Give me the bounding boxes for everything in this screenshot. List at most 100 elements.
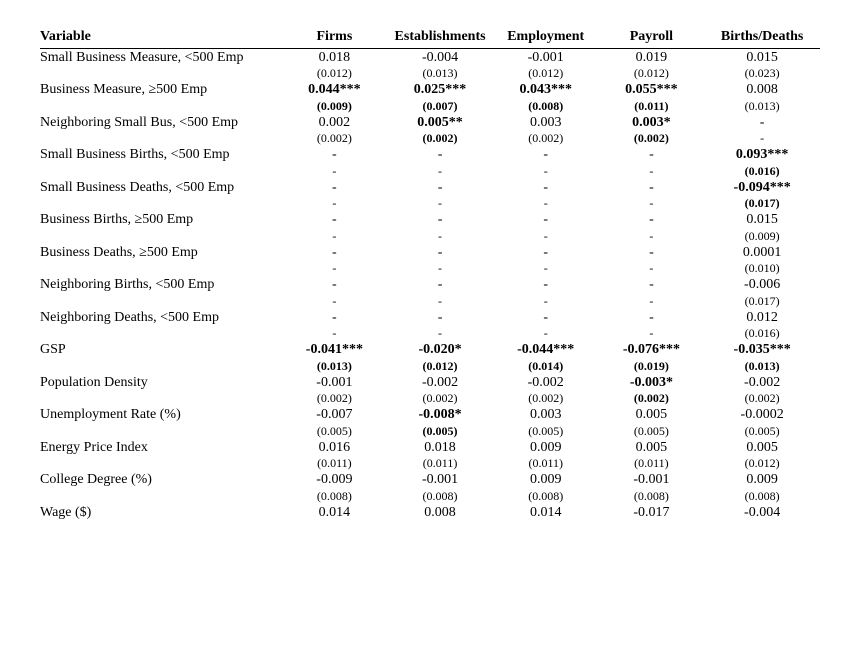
estimate-cell: -0.004 — [387, 48, 493, 66]
stderr-cell: (0.008) — [599, 489, 705, 504]
estimate-cell: - — [493, 309, 599, 327]
estimate-cell: 0.009 — [493, 439, 599, 457]
estimate-cell: 0.016 — [282, 439, 388, 457]
stderr-cell: (0.013) — [704, 99, 820, 114]
table-row-se: (0.002)(0.002)(0.002)(0.002)(0.002) — [40, 391, 820, 406]
variable-label-blank — [40, 99, 282, 114]
stderr-cell: - — [493, 326, 599, 341]
table-row-se: (0.008)(0.008)(0.008)(0.008)(0.008) — [40, 489, 820, 504]
stderr-cell: - — [704, 131, 820, 146]
variable-label-blank — [40, 359, 282, 374]
estimate-cell: - — [282, 179, 388, 197]
stderr-cell: (0.011) — [493, 456, 599, 471]
stderr-cell: (0.012) — [282, 66, 388, 81]
estimate-cell: 0.019 — [599, 48, 705, 66]
variable-label-blank — [40, 391, 282, 406]
table-header-row: Variable Firms Establishments Employment… — [40, 28, 820, 48]
stderr-cell: (0.007) — [387, 99, 493, 114]
regression-table-page: Variable Firms Establishments Employment… — [0, 0, 860, 666]
stderr-cell: (0.017) — [704, 294, 820, 309]
estimate-cell: - — [387, 309, 493, 327]
stderr-cell: (0.014) — [493, 359, 599, 374]
estimate-cell: -0.004 — [704, 504, 820, 522]
stderr-cell: (0.005) — [704, 424, 820, 439]
stderr-cell: - — [282, 326, 388, 341]
stderr-cell: - — [493, 294, 599, 309]
stderr-cell: - — [493, 196, 599, 211]
estimate-cell: 0.008 — [387, 504, 493, 522]
stderr-cell: (0.013) — [282, 359, 388, 374]
table-row-se: ----(0.017) — [40, 294, 820, 309]
variable-label: Business Measure, ≥500 Emp — [40, 81, 282, 99]
variable-label-blank — [40, 424, 282, 439]
estimate-cell: - — [387, 244, 493, 262]
stderr-cell: (0.002) — [387, 131, 493, 146]
table-row-se: ----(0.016) — [40, 326, 820, 341]
estimate-cell: 0.002 — [282, 114, 388, 132]
estimate-cell: - — [282, 211, 388, 229]
variable-label: Neighboring Small Bus, <500 Emp — [40, 114, 282, 132]
stderr-cell: - — [493, 261, 599, 276]
estimate-cell: -0.001 — [493, 48, 599, 66]
stderr-cell: - — [599, 164, 705, 179]
stderr-cell: (0.011) — [599, 99, 705, 114]
variable-label: Unemployment Rate (%) — [40, 406, 282, 424]
estimate-cell: -0.002 — [493, 374, 599, 392]
table-row: College Degree (%)-0.009-0.0010.009-0.00… — [40, 471, 820, 489]
variable-label-blank — [40, 326, 282, 341]
estimate-cell: -0.006 — [704, 276, 820, 294]
estimate-cell: -0.002 — [704, 374, 820, 392]
estimate-cell: -0.001 — [282, 374, 388, 392]
stderr-cell: (0.002) — [493, 131, 599, 146]
stderr-cell: - — [493, 229, 599, 244]
estimate-cell: - — [387, 276, 493, 294]
table-row-se: (0.013)(0.012)(0.014)(0.019)(0.013) — [40, 359, 820, 374]
variable-label-blank — [40, 489, 282, 504]
table-row-se: (0.012)(0.013)(0.012)(0.012)(0.023) — [40, 66, 820, 81]
estimate-cell: - — [599, 179, 705, 197]
stderr-cell: - — [599, 294, 705, 309]
table-row-se: (0.002)(0.002)(0.002)(0.002)- — [40, 131, 820, 146]
table-row-se: ----(0.009) — [40, 229, 820, 244]
regression-table: Variable Firms Establishments Employment… — [40, 28, 820, 521]
stderr-cell: (0.002) — [599, 131, 705, 146]
estimate-cell: 0.0001 — [704, 244, 820, 262]
variable-label: Energy Price Index — [40, 439, 282, 457]
estimate-cell: 0.015 — [704, 48, 820, 66]
stderr-cell: - — [282, 164, 388, 179]
stderr-cell: (0.012) — [704, 456, 820, 471]
stderr-cell: (0.005) — [282, 424, 388, 439]
stderr-cell: - — [387, 294, 493, 309]
estimate-cell: - — [282, 146, 388, 164]
stderr-cell: - — [387, 229, 493, 244]
estimate-cell: -0.041*** — [282, 341, 388, 359]
table-row-se: ----(0.017) — [40, 196, 820, 211]
stderr-cell: (0.013) — [704, 359, 820, 374]
stderr-cell: - — [599, 196, 705, 211]
estimate-cell: 0.003* — [599, 114, 705, 132]
estimate-cell: - — [387, 146, 493, 164]
table-row: Neighboring Births, <500 Emp-----0.006 — [40, 276, 820, 294]
variable-label: Wage ($) — [40, 504, 282, 522]
estimate-cell: -0.0002 — [704, 406, 820, 424]
table-row: Business Births, ≥500 Emp----0.015 — [40, 211, 820, 229]
estimate-cell: -0.035*** — [704, 341, 820, 359]
stderr-cell: (0.005) — [599, 424, 705, 439]
variable-label: Small Business Births, <500 Emp — [40, 146, 282, 164]
variable-label-blank — [40, 456, 282, 471]
estimate-cell: -0.076*** — [599, 341, 705, 359]
estimate-cell: 0.018 — [282, 48, 388, 66]
stderr-cell: (0.008) — [704, 489, 820, 504]
stderr-cell: (0.005) — [493, 424, 599, 439]
stderr-cell: - — [387, 164, 493, 179]
estimate-cell: 0.018 — [387, 439, 493, 457]
col-employment: Employment — [493, 28, 599, 48]
estimate-cell: 0.044*** — [282, 81, 388, 99]
stderr-cell: (0.002) — [282, 391, 388, 406]
estimate-cell: -0.001 — [387, 471, 493, 489]
estimate-cell: 0.015 — [704, 211, 820, 229]
stderr-cell: (0.009) — [704, 229, 820, 244]
estimate-cell: - — [493, 179, 599, 197]
table-row-se: ----(0.010) — [40, 261, 820, 276]
estimate-cell: - — [493, 244, 599, 262]
